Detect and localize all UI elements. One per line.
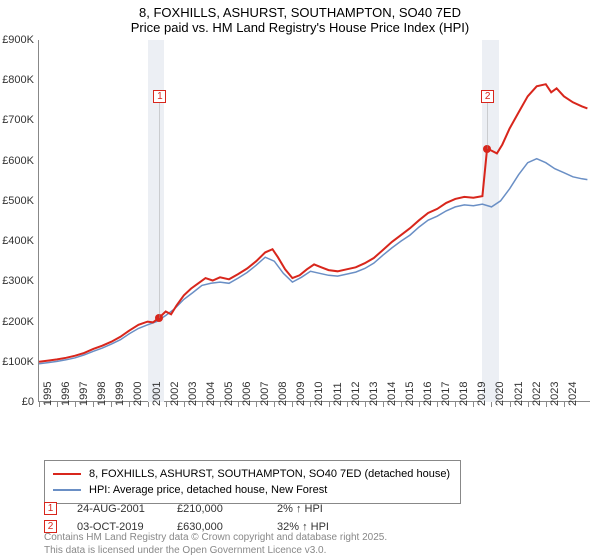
sale-date: 03-OCT-2019 — [77, 521, 157, 533]
y-axis-tick-label: £500K — [2, 195, 34, 207]
y-axis-tick-label: £700K — [2, 114, 34, 126]
title-line-1: 8, FOXHILLS, ASHURST, SOUTHAMPTON, SO40 … — [0, 5, 600, 20]
legend-row: HPI: Average price, detached house, New … — [53, 482, 450, 498]
sale-price: £210,000 — [177, 503, 257, 515]
sale-delta: 2% ↑ HPI — [277, 503, 357, 515]
y-axis-tick-label: £400K — [2, 235, 34, 247]
y-axis-tick-label: £200K — [2, 316, 34, 328]
sale-marker-box: 2 — [481, 90, 494, 103]
y-axis-tick-label: £900K — [2, 34, 34, 46]
footer-attribution: Contains HM Land Registry data © Crown c… — [44, 532, 387, 557]
sale-marker-box: 1 — [153, 90, 166, 103]
y-axis-tick-label: £600K — [2, 155, 34, 167]
y-axis-tick-label: £0 — [22, 396, 34, 408]
y-axis-tick-label: £800K — [2, 74, 34, 86]
title-line-2: Price paid vs. HM Land Registry's House … — [0, 20, 600, 35]
legend-label: 8, FOXHILLS, ASHURST, SOUTHAMPTON, SO40 … — [89, 468, 450, 480]
plot-region: £0£100K£200K£300K£400K£500K£600K£700K£80… — [38, 40, 590, 402]
legend-swatch — [53, 489, 81, 491]
chart-lines — [39, 40, 591, 402]
sale-detail-row: 1 24-AUG-2001 £210,000 2% ↑ HPI — [44, 502, 357, 515]
legend-box: 8, FOXHILLS, ASHURST, SOUTHAMPTON, SO40 … — [44, 460, 461, 504]
sale-marker-box: 1 — [44, 502, 57, 515]
sale-guide-line — [159, 103, 160, 318]
y-axis-tick-label: £300K — [2, 275, 34, 287]
chart-title-block: 8, FOXHILLS, ASHURST, SOUTHAMPTON, SO40 … — [0, 0, 600, 38]
sale-date: 24-AUG-2001 — [77, 503, 157, 515]
sale-price: £630,000 — [177, 521, 257, 533]
legend-swatch — [53, 473, 81, 475]
footer-line-1: Contains HM Land Registry data © Crown c… — [44, 532, 387, 545]
series-hpi — [39, 159, 587, 364]
y-axis-tick-label: £100K — [2, 356, 34, 368]
legend-row: 8, FOXHILLS, ASHURST, SOUTHAMPTON, SO40 … — [53, 466, 450, 482]
footer-line-2: This data is licensed under the Open Gov… — [44, 545, 387, 558]
sale-guide-line — [487, 103, 488, 149]
legend-label: HPI: Average price, detached house, New … — [89, 484, 327, 496]
sale-delta: 32% ↑ HPI — [277, 521, 357, 533]
chart-area: £0£100K£200K£300K£400K£500K£600K£700K£80… — [38, 40, 590, 420]
series-price_paid — [39, 84, 587, 362]
